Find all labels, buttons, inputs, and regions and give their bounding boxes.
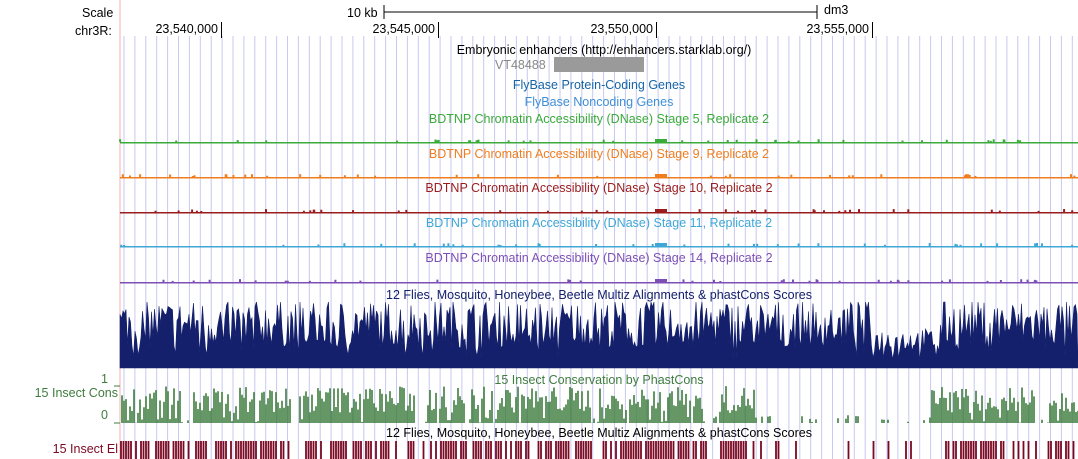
position-label: 23,550,000 — [590, 22, 653, 36]
dnase-stage5-title[interactable]: BDTNP Chromatin Accessibility (DNase) St… — [428, 112, 770, 126]
assembly-label: dm3 — [824, 3, 849, 17]
dnase-stage10-title[interactable]: BDTNP Chromatin Accessibility (DNase) St… — [425, 181, 773, 195]
phastcons-histogram — [121, 386, 1078, 423]
dnase-peak — [655, 243, 667, 246]
dnase-track-baseline — [120, 282, 1078, 284]
scale-label: Scale — [82, 6, 114, 20]
dnase-peak — [655, 279, 667, 282]
dnase-peak — [655, 139, 667, 142]
multiz-track-title[interactable]: 12 Flies, Mosquito, Honeybee, Beetle Mul… — [386, 288, 812, 302]
flybase-coding-title[interactable]: FlyBase Protein-Coding Genes — [512, 78, 686, 92]
insect-el-left-label[interactable]: 15 Insect El — [52, 442, 118, 456]
phastcons-track-title[interactable]: 15 Insect Conservation by PhastCons — [494, 373, 704, 387]
dnase-peak — [655, 209, 667, 212]
dnase-stage9-title[interactable]: BDTNP Chromatin Accessibility (DNase) St… — [428, 147, 770, 161]
position-label: 23,545,000 — [372, 22, 435, 36]
dnase-peak — [655, 174, 667, 177]
chrom-label: chr3R: — [75, 24, 112, 38]
dnase-signal-peaks — [120, 243, 1074, 246]
position-label: 23,555,000 — [806, 22, 869, 36]
enhancer-feature — [554, 57, 644, 72]
multiz-histogram — [119, 301, 1078, 369]
insect-cons-left-label[interactable]: 15 Insect Cons — [34, 386, 118, 400]
enhancers-track-title[interactable]: Embryonic enhancers (http://enhancers.st… — [456, 43, 752, 57]
enhancer-item-label[interactable]: VT48488 — [495, 58, 546, 72]
axis-min-label: 0 — [101, 408, 108, 422]
dnase-stage14-title[interactable]: BDTNP Chromatin Accessibility (DNase) St… — [425, 251, 773, 265]
position-label: 23,540,000 — [155, 22, 218, 36]
dnase-track-baseline — [120, 246, 1078, 248]
dnase-stage11-title[interactable]: BDTNP Chromatin Accessibility (DNase) St… — [425, 216, 773, 230]
dnase-track-baseline — [120, 212, 1078, 214]
conserved-elements — [120, 441, 1075, 459]
axis-max-label: 1 — [101, 372, 108, 386]
dnase-signal-peaks — [121, 174, 1076, 177]
dnase-track-baseline — [120, 177, 1078, 179]
flybase-noncoding-title[interactable]: FlyBase Noncoding Genes — [524, 95, 674, 109]
scale-bar-label: 10 kb — [347, 6, 378, 20]
dnase-signal-peaks — [154, 209, 1074, 212]
elements-track-title[interactable]: 12 Flies, Mosquito, Honeybee, Beetle Mul… — [386, 426, 812, 440]
dnase-track-baseline — [120, 142, 1078, 144]
dnase-signal-peaks — [162, 279, 1038, 282]
